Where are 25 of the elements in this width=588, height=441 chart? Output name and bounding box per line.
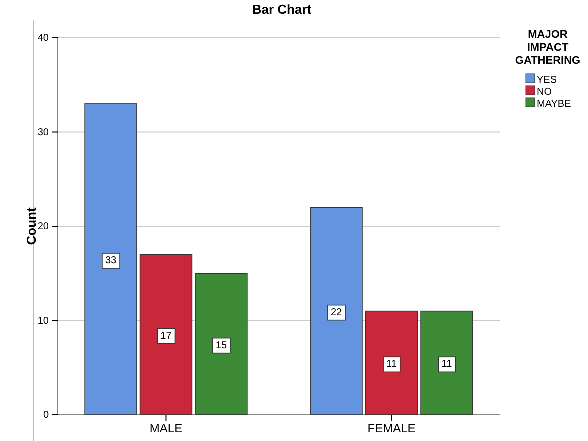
legend-title: MAJOR IMPACT GATHERING bbox=[515, 29, 581, 67]
legend-label: YES bbox=[537, 75, 558, 86]
chart-title: Bar Chart bbox=[252, 2, 312, 17]
data-label: 15 bbox=[216, 340, 228, 352]
bar bbox=[140, 254, 193, 416]
data-label: 22 bbox=[330, 307, 343, 318]
x-tick-label: FEMALE bbox=[368, 422, 416, 436]
data-label: 33 bbox=[105, 255, 118, 266]
legend-label: NO bbox=[537, 87, 552, 98]
data-label: 11 bbox=[386, 359, 398, 370]
x-tick-label: MALE bbox=[150, 422, 183, 436]
bar bbox=[420, 310, 474, 416]
y-tick-label: 0 bbox=[43, 410, 50, 422]
y-tick-label: 40 bbox=[38, 33, 50, 44]
bar bbox=[310, 207, 363, 416]
y-tick-label: 20 bbox=[38, 222, 50, 233]
data-label: 11 bbox=[442, 359, 453, 370]
bar bbox=[365, 310, 418, 416]
y-axis-title: Count bbox=[24, 207, 39, 246]
y-tick-label: 30 bbox=[38, 127, 50, 138]
legend-label: MAYBE bbox=[537, 99, 572, 110]
bar bbox=[84, 104, 138, 416]
data-label: 17 bbox=[160, 330, 172, 342]
bar bbox=[195, 273, 248, 416]
y-tick-label: 10 bbox=[38, 316, 50, 327]
